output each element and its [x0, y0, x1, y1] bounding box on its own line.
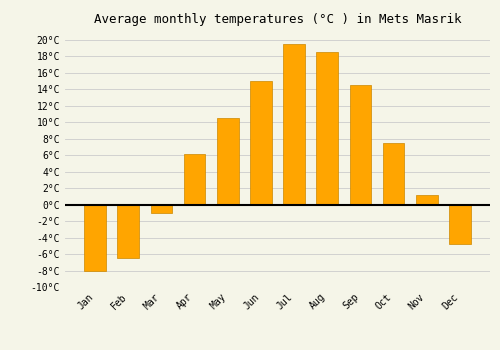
Bar [150, 205, 172, 213]
Bar [383, 143, 404, 205]
Bar [217, 118, 238, 205]
Bar [316, 52, 338, 205]
Bar [118, 205, 139, 258]
Bar [184, 154, 206, 205]
Bar [350, 85, 371, 205]
Bar [250, 81, 272, 205]
Bar [416, 195, 438, 205]
Title: Average monthly temperatures (°C ) in Mets Masrik: Average monthly temperatures (°C ) in Me… [94, 13, 461, 26]
Bar [284, 44, 305, 205]
Bar [84, 205, 106, 271]
Bar [449, 205, 470, 244]
